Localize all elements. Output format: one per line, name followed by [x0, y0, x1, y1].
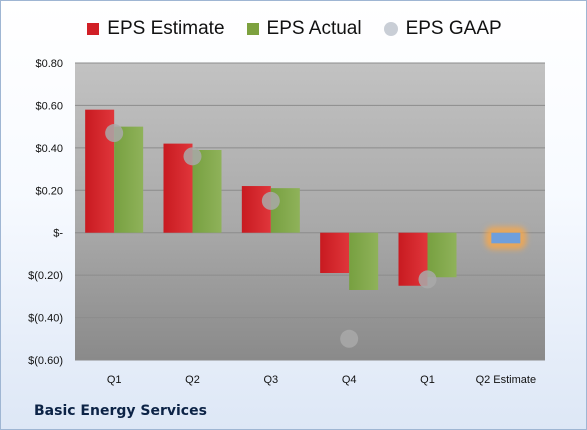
- legend-swatch-gaap: [383, 22, 398, 36]
- gaap-points: [105, 124, 437, 348]
- legend-label-estimate: EPS Estimate: [107, 18, 225, 39]
- point-eps-gaap: [418, 270, 437, 289]
- y-tick-label: $(0.40): [28, 313, 63, 325]
- y-tick-label: $-: [53, 228, 63, 240]
- point-eps-gaap: [105, 124, 124, 143]
- y-tick-label: $0.20: [35, 185, 63, 197]
- y-tick-label: $0.60: [35, 100, 63, 112]
- bar-next-estimate: [491, 232, 521, 244]
- y-tick-label: $0.80: [35, 58, 63, 70]
- y-tick-label: $(0.60): [28, 355, 63, 367]
- point-eps-gaap: [261, 191, 280, 210]
- grid-lines: [75, 62, 545, 361]
- point-eps-gaap: [340, 329, 359, 348]
- bar-eps-actual: [427, 232, 457, 278]
- bar-eps-actual: [349, 232, 379, 290]
- bar-eps-actual: [114, 126, 144, 233]
- x-tick-label: Q2 Estimate: [476, 374, 537, 386]
- legend-item-gaap: EPS GAAP: [383, 18, 502, 40]
- x-tick-label: Q1: [420, 374, 435, 386]
- point-eps-gaap: [183, 147, 202, 166]
- x-tick-label: Q3: [263, 374, 278, 386]
- y-tick-label: $0.40: [35, 143, 63, 155]
- x-tick-label: Q4: [342, 374, 357, 386]
- plot-area: [75, 63, 545, 360]
- legend-item-actual: EPS Actual: [246, 18, 362, 40]
- axis-labels: $0.80 $0.60 $0.40 $0.20 $- $(0.20) $(0.40) $(0.…: [28, 58, 536, 386]
- company-name: Basic Energy Services: [34, 403, 207, 419]
- legend-label-gaap: EPS GAAP: [405, 18, 502, 39]
- x-tick-label: Q1: [107, 374, 122, 386]
- x-tick-label: Q2: [185, 374, 200, 386]
- legend-item-estimate: EPS Estimate: [87, 18, 225, 40]
- legend-swatch-actual: [246, 23, 259, 35]
- legend-swatch-estimate: [87, 23, 100, 35]
- y-tick-label: $(0.20): [28, 270, 63, 282]
- bar-eps-estimate: [320, 232, 350, 274]
- legend: EPS Estimate EPS Actual EPS GAAP: [1, 18, 586, 40]
- legend-label-actual: EPS Actual: [266, 18, 362, 39]
